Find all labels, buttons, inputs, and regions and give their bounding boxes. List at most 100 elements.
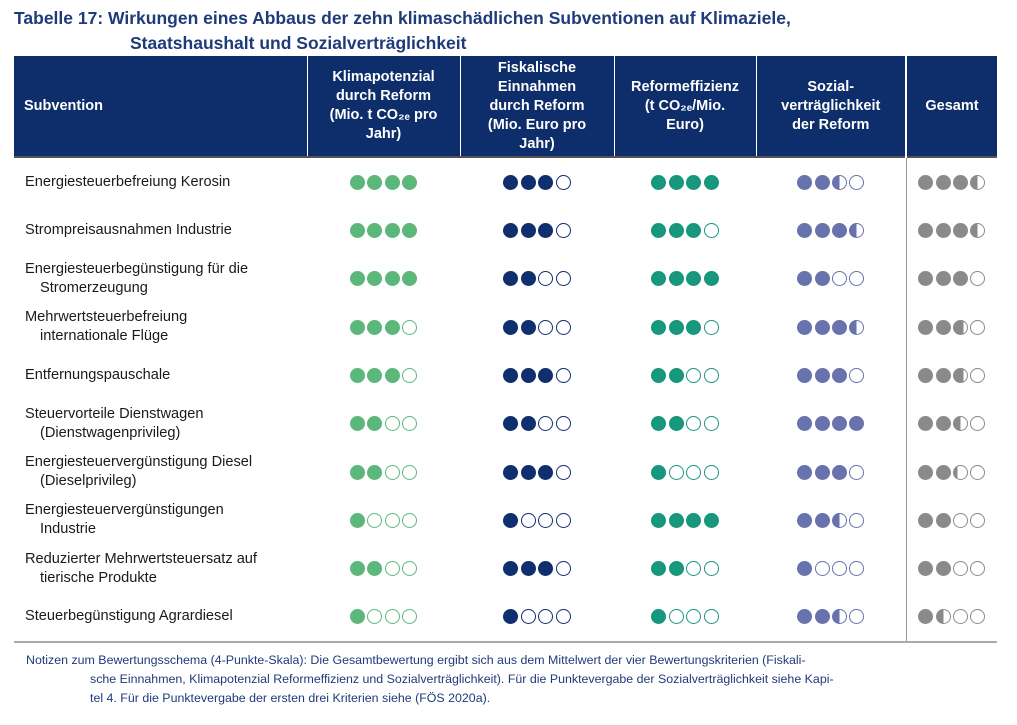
rating-dot-full xyxy=(918,271,934,287)
rating-dot-empty xyxy=(402,319,418,335)
rating-effizienz xyxy=(614,206,756,254)
header-fiskal-line: durch Reform xyxy=(489,97,585,114)
rating-dot-empty xyxy=(703,609,719,625)
rating-klima xyxy=(307,544,460,592)
rating-dot-half xyxy=(849,223,865,239)
rating-dot-full xyxy=(384,174,400,190)
rating-sozial xyxy=(756,351,906,399)
rating-dot-full xyxy=(668,561,684,577)
rating-dot-full xyxy=(918,416,934,432)
rating-dot-full xyxy=(349,512,365,528)
rating-dot-full xyxy=(503,319,519,335)
subvention-name-line: Stromerzeugung xyxy=(40,279,148,296)
rating-dot-full xyxy=(668,319,684,335)
rating-dot-full xyxy=(503,609,519,625)
rating-effizienz xyxy=(614,496,756,544)
rating-gesamt xyxy=(905,447,997,497)
rating-klima xyxy=(307,592,460,643)
rating-dot-empty xyxy=(831,561,847,577)
header-reformeffizienz: Reformeffizienz (t CO₂ₑ/Mio. Euro) xyxy=(613,56,756,157)
header-klima-line: Klimapotenzial xyxy=(332,69,435,85)
header-sozial-line: Sozial- xyxy=(807,78,855,95)
rating-dot-full xyxy=(367,319,383,335)
rating-dot-empty xyxy=(970,319,986,335)
header-fiskal-line: (Mio. Euro pro xyxy=(487,116,587,133)
rating-dot-full xyxy=(349,416,365,432)
rating-dot-empty xyxy=(402,609,418,625)
rating-dot-empty xyxy=(703,416,719,432)
rating-dot-full xyxy=(538,561,554,577)
header-klimapotenzial: Klimapotenzial durch Reform (Mio. t CO₂ₑ… xyxy=(306,56,460,157)
subsidy-table: Subvention Klimapotenzial durch Reform (… xyxy=(14,56,997,643)
rating-effizienz xyxy=(614,592,756,643)
rating-dot-full xyxy=(538,174,554,190)
rating-dot-empty xyxy=(703,319,719,335)
table-row: Strompreisausnahmen Industrie xyxy=(14,206,997,255)
rating-sozial xyxy=(756,155,906,207)
rating-dot-full xyxy=(831,319,847,335)
rating-dot-full xyxy=(651,223,667,239)
rating-dot-full xyxy=(797,271,813,287)
rating-dot-full xyxy=(538,464,554,480)
rating-fiskal xyxy=(460,351,614,399)
rating-dot-full xyxy=(797,512,813,528)
header-fiskal-line: Jahr) xyxy=(519,135,555,152)
rating-effizienz xyxy=(614,303,756,351)
rating-fiskal xyxy=(460,206,614,254)
rating-dot-full xyxy=(503,367,519,383)
rating-dot-full xyxy=(918,512,934,528)
rating-gesamt xyxy=(905,155,997,207)
rating-effizienz xyxy=(614,155,756,207)
subvention-name-line: Industrie xyxy=(40,521,96,538)
table-title: Tabelle 17: Wirkungen eines Abbaus der z… xyxy=(14,6,791,56)
rating-dot-full xyxy=(367,464,383,480)
rating-dot-full xyxy=(831,367,847,383)
header-effizienz-line: (t CO₂ₑ/Mio. xyxy=(644,97,726,114)
rating-sozial xyxy=(756,544,906,592)
rating-dot-full xyxy=(935,512,951,528)
rating-dot-full xyxy=(668,174,684,190)
rating-dot-empty xyxy=(849,609,865,625)
rating-gesamt xyxy=(905,254,997,303)
rating-dot-empty xyxy=(849,561,865,577)
subvention-name-line: Entfernungspauschale xyxy=(25,366,171,383)
rating-dot-full xyxy=(503,271,519,287)
subvention-name-line: (Dienstwagenprivileg) xyxy=(40,424,181,441)
subvention-name-line: Reduzierter Mehrwertsteuersatz auf xyxy=(25,550,257,567)
rating-dot-full xyxy=(349,561,365,577)
subvention-name-line: Energiesteuerbefreiung Kerosin xyxy=(25,173,231,190)
rating-dot-empty xyxy=(555,174,571,190)
rating-dot-full xyxy=(797,174,813,190)
rating-effizienz xyxy=(614,448,756,496)
rating-dot-full xyxy=(797,416,813,432)
rating-dot-full xyxy=(814,367,830,383)
rating-dot-full xyxy=(668,223,684,239)
header-fiskal-line: Einnahmen xyxy=(497,78,577,95)
rating-dot-empty xyxy=(970,271,986,287)
rating-dot-full xyxy=(538,223,554,239)
rating-gesamt xyxy=(905,592,997,643)
rating-dot-full xyxy=(952,271,968,287)
table-row: Entfernungspauschale xyxy=(14,351,997,400)
rating-dot-full xyxy=(814,464,830,480)
rating-dot-full xyxy=(520,561,536,577)
table-row: Energiesteuervergünstigung Diesel (Diesel… xyxy=(14,447,997,497)
rating-dot-empty xyxy=(686,464,702,480)
rating-dot-full xyxy=(520,271,536,287)
rating-dot-empty xyxy=(555,223,571,239)
rating-dot-full xyxy=(797,223,813,239)
footnote-line-1: Notizen zum Bewertungsschema (4-Punkte-S… xyxy=(26,653,806,667)
rating-dot-full xyxy=(367,174,383,190)
rating-dot-full xyxy=(651,367,667,383)
rating-dot-full xyxy=(520,464,536,480)
footnote-line-2: sche Einnahmen, Klimapotenzial Reformeff… xyxy=(90,672,834,686)
subvention-name-line: Steuervorteile Dienstwagen xyxy=(25,405,204,422)
table-row: Steuervorteile Dienstwagen (Dienstwagenpr… xyxy=(14,399,997,448)
rating-dot-full xyxy=(935,271,951,287)
subvention-name: Energiesteuerbefreiung Kerosin xyxy=(14,155,307,207)
rating-dot-full xyxy=(952,223,968,239)
rating-dot-full xyxy=(935,416,951,432)
rating-dot-full xyxy=(686,174,702,190)
rating-dot-empty xyxy=(555,416,571,432)
rating-dot-full xyxy=(668,367,684,383)
